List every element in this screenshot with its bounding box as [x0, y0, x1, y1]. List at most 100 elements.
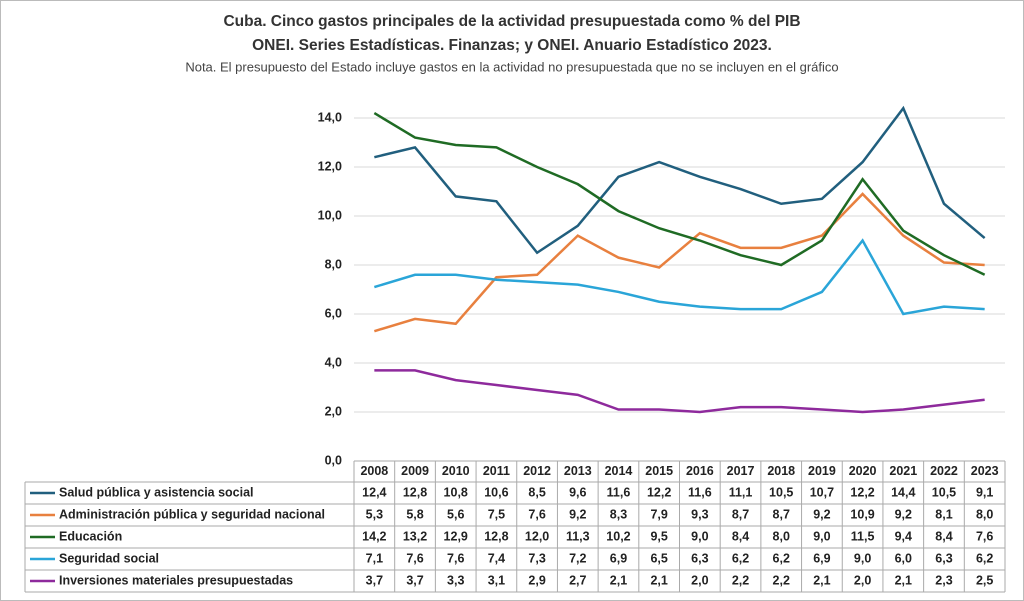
table-value: 2,7 — [569, 573, 586, 587]
table-value: 5,3 — [366, 507, 383, 521]
table-value: 6,3 — [935, 551, 952, 565]
table-value: 7,4 — [488, 551, 505, 565]
table-value: 10,9 — [850, 507, 874, 521]
x-tick-label: 2009 — [401, 464, 429, 478]
table-value: 3,1 — [488, 573, 505, 587]
legend-label: Administración pública y seguridad nacio… — [59, 507, 325, 521]
table-value: 9,4 — [895, 529, 912, 543]
table-value: 8,1 — [935, 507, 952, 521]
table-value: 2,9 — [528, 573, 545, 587]
table-value: 7,3 — [528, 551, 545, 565]
table-value: 5,6 — [447, 507, 464, 521]
table-value: 2,2 — [773, 573, 790, 587]
table-value: 12,9 — [444, 529, 468, 543]
table-value: 9,6 — [569, 485, 586, 499]
y-tick-label: 6,0 — [325, 306, 342, 320]
table-value: 6,9 — [610, 551, 627, 565]
legend-label: Seguridad social — [59, 551, 159, 565]
table-value: 9,0 — [691, 529, 708, 543]
table-value: 14,4 — [891, 485, 915, 499]
table-value: 12,8 — [484, 529, 508, 543]
table-value: 9,5 — [650, 529, 667, 543]
table-value: 2,1 — [610, 573, 627, 587]
chart-note: Nota. El presupuesto del Estado incluye … — [185, 59, 838, 74]
series-line — [373, 192, 985, 333]
x-tick-label: 2021 — [889, 464, 917, 478]
table-value: 6,2 — [773, 551, 790, 565]
table-value: 8,4 — [732, 529, 749, 543]
table-value: 6,2 — [732, 551, 749, 565]
table-value: 2,5 — [976, 573, 993, 587]
x-tick-label: 2016 — [686, 464, 714, 478]
table-value: 12,0 — [525, 529, 549, 543]
x-tick-label: 2023 — [971, 464, 999, 478]
legend-label: Salud pública y asistencia social — [59, 485, 254, 499]
table-value: 8,3 — [610, 507, 627, 521]
table-value: 3,3 — [447, 573, 464, 587]
x-tick-label: 2017 — [727, 464, 755, 478]
table-value: 2,0 — [854, 573, 871, 587]
table-value: 11,3 — [566, 529, 590, 543]
table-value: 9,2 — [569, 507, 586, 521]
y-tick-label: 4,0 — [325, 355, 342, 369]
table-value: 7,6 — [447, 551, 464, 565]
table-value: 7,6 — [976, 529, 993, 543]
x-tick-label: 2019 — [808, 464, 836, 478]
table-value: 7,2 — [569, 551, 586, 565]
table-value: 2,2 — [732, 573, 749, 587]
table-value: 9,1 — [976, 485, 993, 499]
table-value: 7,6 — [406, 551, 423, 565]
table-value: 14,2 — [362, 529, 386, 543]
x-tick-label: 2013 — [564, 464, 592, 478]
table-value: 6,9 — [813, 551, 830, 565]
x-tick-label: 2012 — [523, 464, 551, 478]
x-tick-label: 2015 — [645, 464, 673, 478]
table-value: 2,0 — [691, 573, 708, 587]
table-value: 6,0 — [895, 551, 912, 565]
y-tick-label: 2,0 — [325, 404, 342, 418]
y-tick-label: 14,0 — [318, 110, 342, 124]
table-value: 7,6 — [528, 507, 545, 521]
table-value: 9,3 — [691, 507, 708, 521]
x-tick-label: 2022 — [930, 464, 958, 478]
x-tick-label: 2020 — [849, 464, 877, 478]
table-value: 6,5 — [650, 551, 667, 565]
table-value: 8,0 — [976, 507, 993, 521]
table-value: 8,7 — [773, 507, 790, 521]
series-line — [373, 238, 985, 316]
table-value: 6,3 — [691, 551, 708, 565]
x-tick-label: 2014 — [605, 464, 633, 478]
x-tick-label: 2011 — [483, 464, 510, 478]
x-tick-label: 2008 — [360, 464, 388, 478]
table-value: 12,2 — [850, 485, 874, 499]
legend-label: Inversiones materiales presupuestadas — [59, 573, 293, 587]
table-value: 10,8 — [444, 485, 468, 499]
table-value: 8,7 — [732, 507, 749, 521]
table-value: 12,8 — [403, 485, 427, 499]
table-value: 10,2 — [606, 529, 630, 543]
x-tick-label: 2010 — [442, 464, 470, 478]
legend-label: Educación — [59, 529, 122, 543]
table-value: 2,1 — [650, 573, 667, 587]
series-line — [373, 112, 986, 276]
table-value: 3,7 — [406, 573, 423, 587]
table-value: 13,2 — [403, 529, 427, 543]
y-tick-label: 8,0 — [325, 257, 342, 271]
table-value: 10,5 — [769, 485, 793, 499]
series-line — [374, 369, 985, 414]
table-value: 8,5 — [528, 485, 545, 499]
table-value: 9,0 — [854, 551, 871, 565]
chart-title: Cuba. Cinco gastos principales de la act… — [223, 13, 800, 30]
table-value: 11,5 — [851, 529, 875, 543]
table-value: 3,7 — [366, 573, 383, 587]
table-value: 11,6 — [607, 485, 631, 499]
series-line — [374, 105, 986, 255]
table-value: 11,6 — [688, 485, 712, 499]
table-value: 10,6 — [484, 485, 508, 499]
table-value: 7,5 — [488, 507, 505, 521]
table-value: 9,0 — [813, 529, 830, 543]
chart-subtitle: ONEI. Series Estadísticas. Finanzas; y O… — [252, 37, 772, 54]
y-tick-label: 12,0 — [318, 159, 342, 173]
